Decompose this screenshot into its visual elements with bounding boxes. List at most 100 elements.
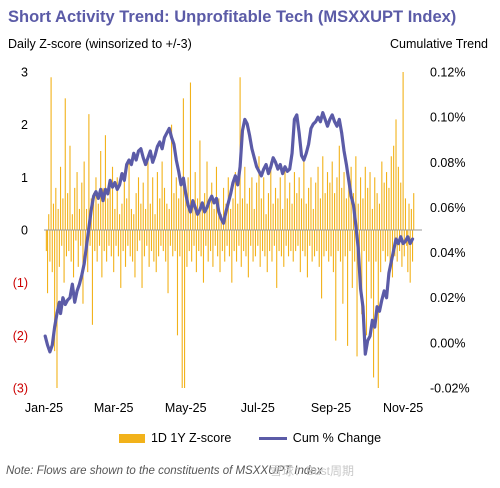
zscore-bar-300 bbox=[400, 182, 402, 230]
zscore-bar-132 bbox=[201, 208, 203, 230]
zscore-bar-298 bbox=[397, 166, 399, 230]
zscore-bar-189 bbox=[269, 230, 271, 252]
zscore-bar-118 bbox=[185, 198, 187, 230]
zscore-bar-41 bbox=[94, 230, 96, 252]
zscore-bar-167 bbox=[243, 230, 245, 252]
zscore-bar-187 bbox=[266, 230, 268, 273]
zscore-bar-36 bbox=[88, 114, 90, 230]
zscore-bar-171 bbox=[247, 230, 249, 278]
zscore-bar-130 bbox=[199, 140, 201, 230]
zscore-bar-289 bbox=[387, 230, 389, 257]
chart-title: Short Activity Trend: Unprofitable Tech … bbox=[8, 8, 457, 26]
left-tick-6: (3) bbox=[13, 382, 28, 396]
zscore-bar-1 bbox=[46, 230, 49, 294]
zscore-bar-59 bbox=[115, 230, 117, 246]
zscore-bar-84 bbox=[145, 208, 147, 230]
right-tick-4: 0.04% bbox=[430, 246, 465, 260]
zscore-bar-141 bbox=[212, 230, 214, 267]
zscore-bar-88 bbox=[149, 203, 151, 230]
zscore-bar-197 bbox=[278, 230, 280, 252]
zscore-bar-48 bbox=[102, 187, 104, 230]
right-axis-title: Cumulative Trend bbox=[390, 37, 488, 51]
zscore-bar-181 bbox=[259, 230, 261, 267]
zscore-bar-71 bbox=[129, 230, 131, 257]
zscore-bar-256 bbox=[348, 182, 350, 230]
zscore-bar-232 bbox=[319, 198, 321, 230]
zscore-bar-133 bbox=[202, 230, 205, 283]
zscore-bar-35 bbox=[87, 230, 89, 273]
zscore-bar-283 bbox=[380, 230, 382, 273]
left-tick-2: 1 bbox=[21, 171, 28, 185]
zscore-bar-91 bbox=[153, 230, 155, 262]
zscore-bar-280 bbox=[376, 193, 378, 230]
zscore-bar-261 bbox=[354, 230, 356, 262]
zscore-bar-182 bbox=[260, 198, 262, 230]
zscore-bar-7 bbox=[54, 230, 56, 352]
zscore-bar-229 bbox=[316, 230, 318, 252]
zscore-bar-234 bbox=[322, 156, 324, 230]
zscore-bar-27 bbox=[77, 230, 79, 267]
zscore-bar-301 bbox=[401, 230, 403, 267]
zscore-bar-268 bbox=[362, 198, 364, 230]
zscore-bar-11 bbox=[58, 230, 60, 267]
zscore-bar-177 bbox=[254, 230, 256, 257]
legend-item-cum: Cum % Change bbox=[258, 431, 381, 445]
zscore-bar-83 bbox=[143, 230, 145, 257]
footnote: Note: Flows are shown to the constituent… bbox=[6, 465, 323, 477]
zscore-bar-222 bbox=[308, 187, 310, 230]
zscore-bar-139 bbox=[210, 230, 212, 252]
zscore-bar-223 bbox=[309, 230, 311, 246]
zscore-bar-13 bbox=[61, 230, 63, 246]
zscore-bar-0 bbox=[45, 230, 47, 252]
zscore-bar-142 bbox=[213, 208, 215, 230]
cum-change-line bbox=[43, 111, 415, 356]
zscore-bar-279 bbox=[375, 230, 377, 262]
zscore-bar-172 bbox=[248, 187, 251, 230]
zscore-bar-307 bbox=[408, 203, 410, 230]
zscore-bar-66 bbox=[123, 172, 125, 230]
zscore-bar-186 bbox=[265, 214, 267, 230]
x-tick-3: Jul-25 bbox=[241, 401, 275, 415]
zscore-bar-215 bbox=[299, 230, 301, 273]
watermark: 雪球：Bust周期 bbox=[270, 464, 355, 478]
zscore-bar-195 bbox=[276, 230, 278, 288]
zscore-bar-207 bbox=[290, 230, 292, 252]
zscore-bar-245 bbox=[335, 230, 337, 341]
zscore-bar-92 bbox=[154, 214, 156, 230]
zscore-bar-259 bbox=[351, 230, 353, 288]
zscore-bar-87 bbox=[148, 230, 150, 267]
legend-label-zscore: 1D 1Y Z-score bbox=[150, 430, 232, 445]
zscore-bar-198 bbox=[279, 177, 281, 230]
zscore-bar-224 bbox=[310, 177, 312, 230]
zscore-bar-49 bbox=[103, 230, 105, 252]
zscore-bar-121 bbox=[188, 230, 190, 252]
zscore-bar-114 bbox=[180, 182, 182, 230]
zscore-bar-264 bbox=[357, 203, 359, 230]
zscore-bar-42 bbox=[95, 177, 97, 230]
zscore-bar-201 bbox=[283, 230, 285, 267]
zscore-bar-219 bbox=[304, 230, 306, 257]
legend: 1D 1Y Z-score Cum % Change bbox=[0, 430, 500, 445]
zscore-bar-275 bbox=[370, 230, 372, 299]
left-tick-1: 2 bbox=[21, 118, 28, 132]
zscore-bar-263 bbox=[356, 230, 358, 357]
zscore-bar-117 bbox=[184, 230, 186, 388]
zscore-bar-69 bbox=[127, 230, 129, 246]
zscore-bar-30 bbox=[81, 182, 83, 230]
zscore-bar-149 bbox=[221, 230, 223, 252]
zscore-bar-290 bbox=[388, 187, 390, 230]
zscore-bar-123 bbox=[191, 230, 193, 262]
zscore-bar-192 bbox=[272, 203, 274, 230]
zscore-bar-104 bbox=[168, 208, 170, 230]
zscore-bar-22 bbox=[71, 214, 73, 230]
zscore-bar-68 bbox=[126, 198, 128, 230]
zscore-bar-170 bbox=[246, 203, 248, 230]
zscore-bar-76 bbox=[135, 193, 137, 230]
zscore-bar-262 bbox=[355, 156, 357, 230]
zscore-bar-241 bbox=[330, 230, 332, 257]
zscore-bar-34 bbox=[85, 208, 88, 230]
zscore-bar-19 bbox=[68, 230, 70, 252]
zscore-bar-286 bbox=[383, 182, 385, 230]
zscore-bar-266 bbox=[360, 177, 362, 230]
zscore-bar-112 bbox=[178, 198, 180, 230]
